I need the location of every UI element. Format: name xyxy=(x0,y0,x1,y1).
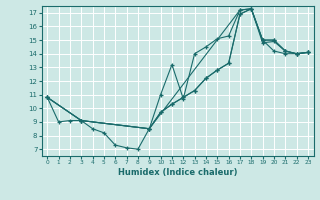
X-axis label: Humidex (Indice chaleur): Humidex (Indice chaleur) xyxy=(118,168,237,177)
